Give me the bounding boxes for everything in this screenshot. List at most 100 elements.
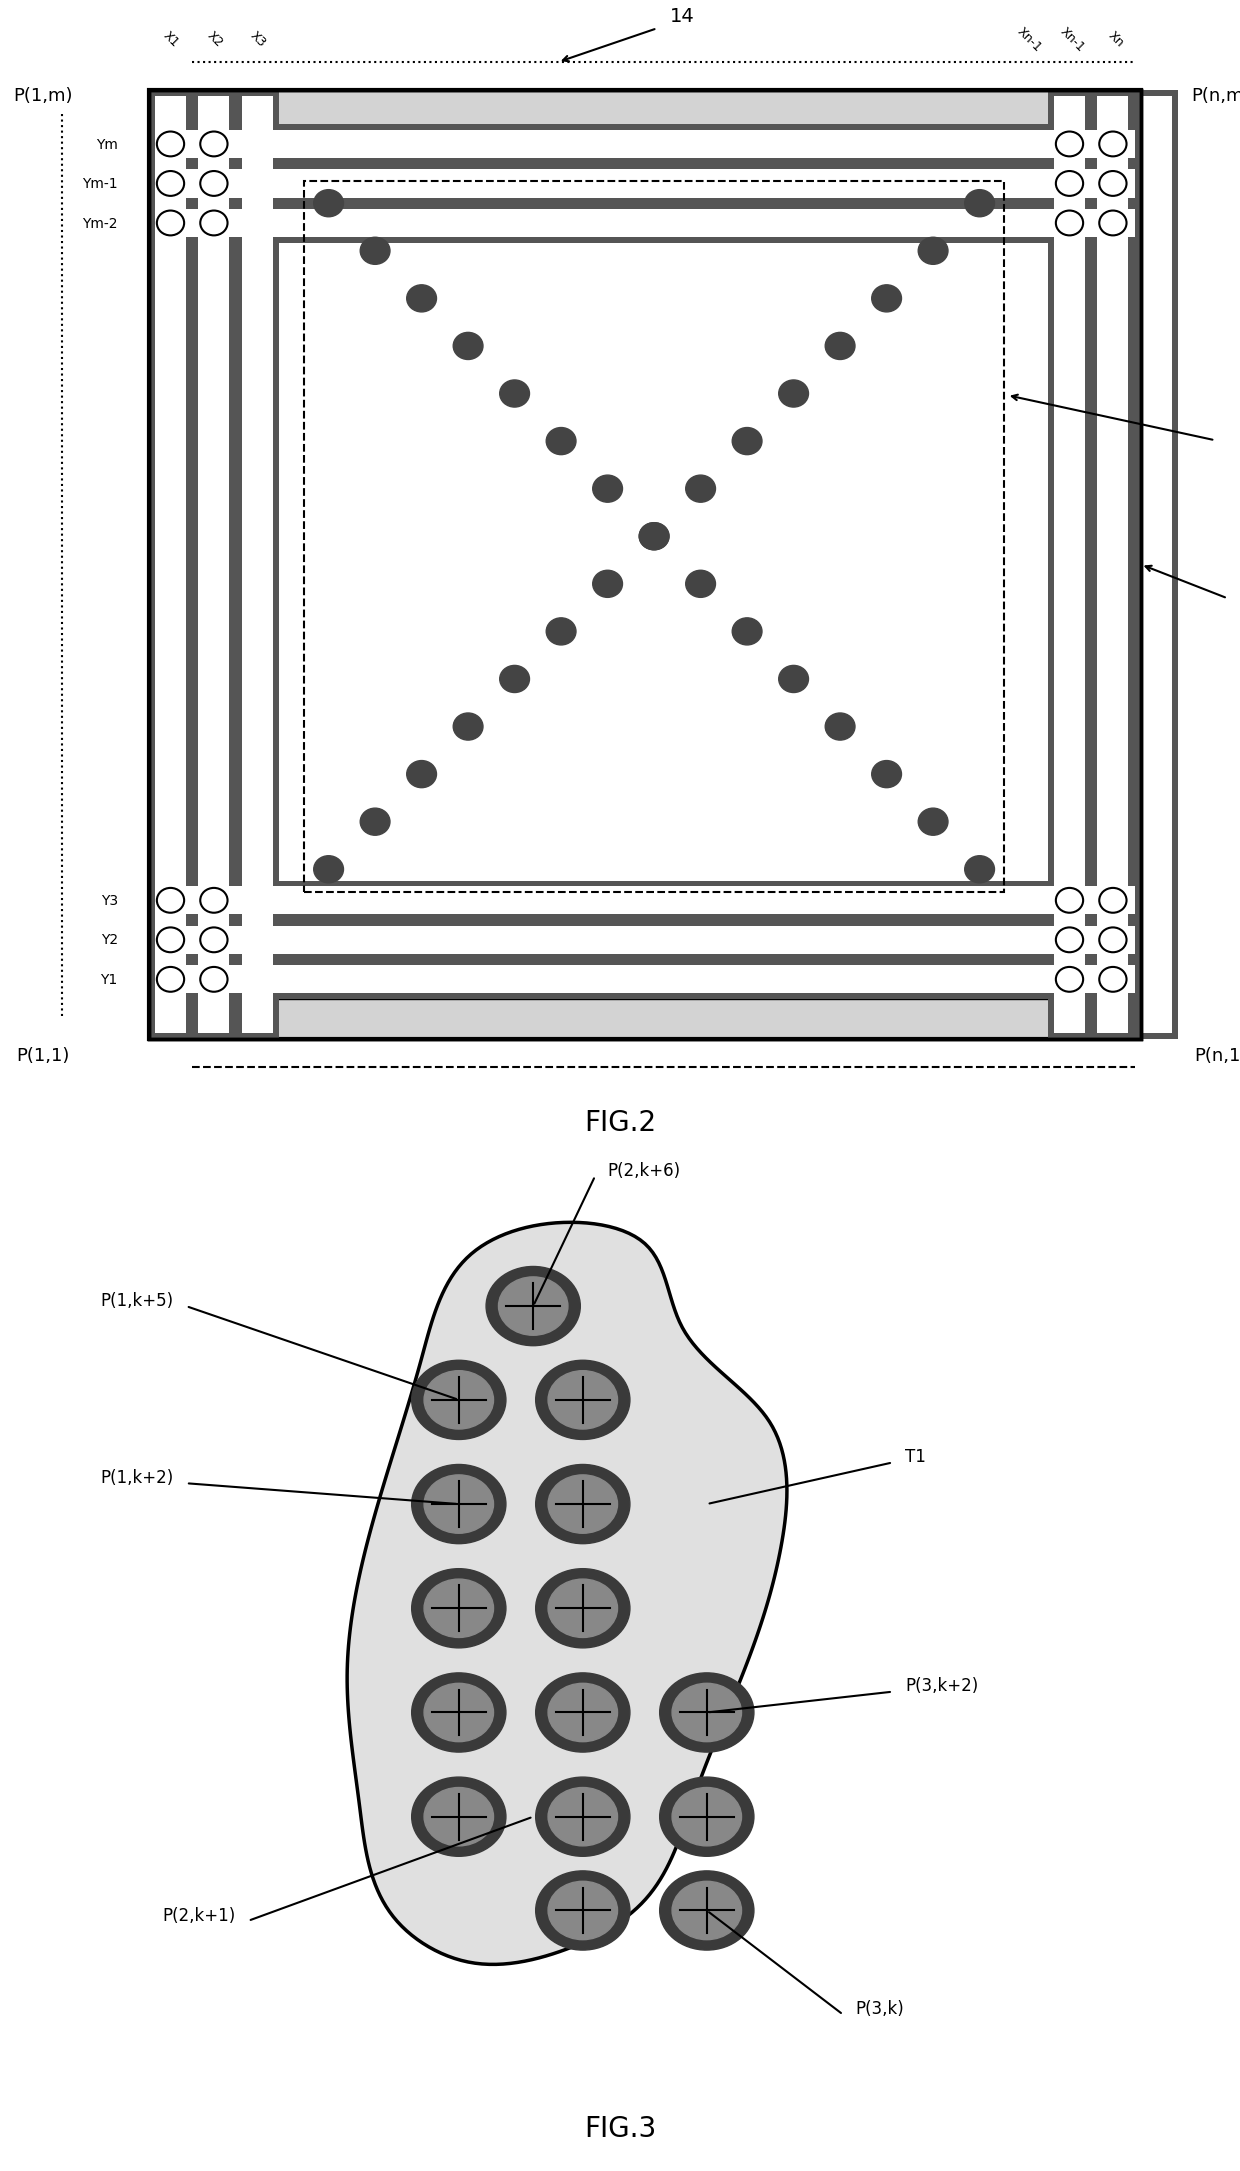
Circle shape (548, 1787, 618, 1845)
Text: Xn: Xn (1106, 28, 1126, 50)
Bar (192, 130, 1097, 999)
Bar (149, 881, 1141, 921)
Circle shape (412, 1361, 506, 1439)
Text: P(1,k+5): P(1,k+5) (100, 1292, 174, 1309)
Circle shape (201, 132, 228, 156)
Text: Xn-1: Xn-1 (1014, 24, 1044, 54)
Text: X3: X3 (248, 28, 268, 50)
Circle shape (548, 1370, 618, 1429)
Circle shape (593, 571, 622, 597)
Bar (1141, 96, 1172, 1033)
Bar (1054, 96, 1085, 1033)
Circle shape (361, 808, 389, 836)
Bar (149, 921, 1141, 960)
Text: 14: 14 (670, 7, 694, 26)
Circle shape (424, 1787, 494, 1845)
Circle shape (779, 666, 808, 693)
Text: X1: X1 (161, 28, 181, 50)
Text: Ym-1: Ym-1 (82, 178, 118, 191)
Circle shape (156, 211, 184, 234)
Bar (149, 124, 1141, 163)
Text: P(2,k+6): P(2,k+6) (608, 1161, 681, 1179)
Circle shape (672, 1683, 742, 1741)
Circle shape (593, 475, 622, 502)
Text: FIG.3: FIG.3 (584, 2115, 656, 2143)
Text: P(1,1): P(1,1) (16, 1046, 71, 1064)
Bar (149, 91, 1141, 1038)
Circle shape (536, 1465, 630, 1544)
Circle shape (536, 1361, 630, 1439)
Bar (149, 163, 1141, 204)
Bar (149, 91, 1141, 1038)
Circle shape (1099, 172, 1126, 195)
Circle shape (498, 1277, 568, 1335)
Circle shape (672, 1787, 742, 1845)
Circle shape (640, 523, 670, 549)
Circle shape (548, 1474, 618, 1533)
Circle shape (201, 966, 228, 992)
Bar (242, 96, 273, 1033)
Circle shape (546, 619, 575, 645)
Circle shape (1055, 172, 1084, 195)
Circle shape (918, 237, 947, 265)
Circle shape (201, 172, 228, 195)
Circle shape (201, 211, 228, 234)
Circle shape (1099, 966, 1126, 992)
Bar (192, 91, 236, 1038)
Circle shape (412, 1465, 506, 1544)
Circle shape (640, 523, 670, 549)
Circle shape (314, 855, 343, 884)
Text: Ym: Ym (95, 137, 118, 152)
Circle shape (872, 284, 901, 313)
Text: P(1,m): P(1,m) (14, 87, 73, 104)
Bar (1048, 91, 1091, 1038)
Circle shape (1055, 888, 1084, 912)
Bar (155, 886, 1135, 914)
Text: Ym-2: Ym-2 (82, 217, 118, 230)
Circle shape (361, 237, 389, 265)
Bar (155, 925, 1135, 953)
Circle shape (732, 428, 761, 454)
Bar (155, 169, 1135, 198)
Bar (1135, 91, 1178, 1038)
Circle shape (965, 189, 994, 217)
Circle shape (536, 1570, 630, 1648)
Circle shape (1099, 211, 1126, 234)
Text: Y2: Y2 (100, 934, 118, 947)
Circle shape (486, 1266, 580, 1346)
Circle shape (660, 1778, 754, 1856)
Circle shape (686, 475, 715, 502)
Circle shape (536, 1871, 630, 1950)
Circle shape (156, 888, 184, 912)
Text: Xn-1: Xn-1 (1058, 24, 1087, 54)
Circle shape (825, 332, 854, 360)
Circle shape (1055, 927, 1084, 953)
Circle shape (407, 284, 436, 313)
Circle shape (412, 1778, 506, 1856)
Circle shape (546, 428, 575, 454)
Bar (236, 91, 279, 1038)
Circle shape (660, 1871, 754, 1950)
Circle shape (872, 760, 901, 788)
Circle shape (918, 808, 947, 836)
Circle shape (1099, 888, 1126, 912)
Text: FIG.2: FIG.2 (584, 1109, 656, 1138)
Bar (155, 96, 186, 1033)
Bar (155, 966, 1135, 994)
Circle shape (424, 1474, 494, 1533)
Circle shape (536, 1674, 630, 1752)
Text: P(n,m): P(n,m) (1192, 87, 1240, 104)
Circle shape (548, 1683, 618, 1741)
Text: T1: T1 (905, 1448, 926, 1465)
Circle shape (314, 189, 343, 217)
Circle shape (1099, 927, 1126, 953)
Circle shape (156, 172, 184, 195)
Bar (304, 180, 1004, 892)
Bar (155, 130, 1135, 158)
Text: Y1: Y1 (100, 973, 118, 988)
Circle shape (500, 380, 529, 406)
Circle shape (412, 1674, 506, 1752)
Circle shape (156, 132, 184, 156)
Text: Y3: Y3 (100, 894, 118, 907)
Text: P(2,k+1): P(2,k+1) (162, 1906, 236, 1926)
